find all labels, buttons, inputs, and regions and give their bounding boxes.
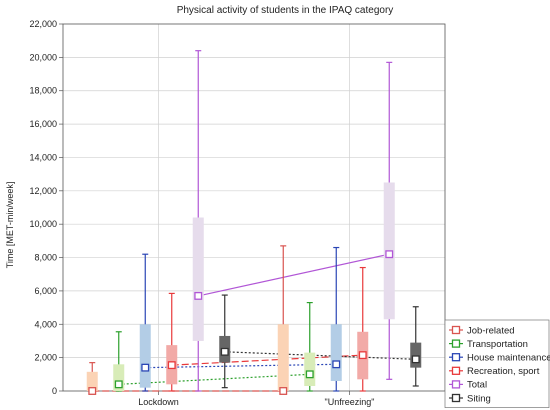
y-tick-label: 10,000	[29, 219, 57, 229]
median-marker	[411, 355, 420, 364]
y-tick-label: 12,000	[29, 186, 57, 196]
median-marker	[114, 380, 123, 389]
legend-label: Recreation, sport	[467, 366, 540, 377]
median-connector	[198, 253, 390, 297]
median-connector	[224, 351, 416, 360]
boxplot	[219, 294, 231, 389]
chart-title: Physical activity of students in the IPA…	[177, 5, 394, 16]
boxplot	[304, 301, 316, 392]
grid-lines	[63, 24, 445, 391]
y-tick-label: 2,000	[34, 353, 57, 363]
boxplot	[166, 292, 178, 392]
y-tick-labels: 0 2,000 4,000 6,000 8,000 10,000 12,000 14,000 1…	[29, 19, 63, 396]
y-tick-label: 0	[52, 386, 57, 396]
box	[86, 371, 98, 391]
legend-marker	[451, 353, 461, 362]
y-tick-label: 16,000	[29, 119, 57, 129]
boxplot	[277, 245, 289, 395]
legend-label: Total	[467, 380, 487, 391]
median-marker	[220, 347, 229, 356]
legend-label: Transportation	[467, 339, 528, 350]
box	[113, 364, 125, 391]
box	[277, 324, 289, 391]
median-connector	[171, 354, 363, 366]
median-marker	[194, 291, 203, 300]
box	[304, 352, 316, 386]
median-marker	[332, 360, 341, 369]
median-marker	[88, 387, 97, 395]
legend-label: House maintenance	[467, 353, 550, 364]
legend-label: Siting	[467, 393, 491, 404]
box	[192, 217, 204, 341]
box	[410, 342, 422, 368]
legend-marker	[451, 325, 461, 335]
legend-marker	[451, 339, 461, 348]
legend-marker	[451, 366, 461, 375]
y-tick-label: 18,000	[29, 86, 57, 96]
boxplot	[410, 306, 422, 387]
boxplots	[86, 50, 422, 395]
x-tick-label: Lockdown	[138, 397, 179, 407]
y-tick-label: 4,000	[34, 319, 57, 329]
y-tick-label: 8,000	[34, 253, 57, 263]
boxplot	[86, 362, 98, 395]
legend-marker	[451, 393, 461, 403]
y-axis-label: Time [MET-min/week]	[5, 182, 15, 269]
boxplot	[330, 246, 342, 392]
y-tick-label: 22,000	[29, 19, 57, 29]
box	[330, 324, 342, 381]
boxplot	[139, 253, 151, 392]
boxplot	[357, 266, 369, 392]
x-tick-labels: Lockdown "Unfreezing"	[138, 391, 374, 407]
x-tick-label: "Unfreezing"	[325, 397, 375, 407]
legend-marker	[451, 380, 461, 389]
boxplot	[113, 331, 125, 392]
box	[139, 324, 151, 388]
legend: Job-related Transportation House maintenan…	[444, 319, 550, 408]
median-marker	[167, 361, 176, 370]
median-marker	[141, 363, 150, 372]
median-marker	[385, 250, 394, 259]
median-marker	[358, 351, 367, 360]
y-tick-label: 6,000	[34, 286, 57, 296]
y-tick-label: 20,000	[29, 52, 57, 62]
boxplot	[192, 50, 204, 392]
boxplot	[383, 61, 395, 380]
median-marker	[305, 370, 314, 379]
legend-frame	[444, 319, 550, 408]
legend-label: Job-related	[467, 325, 515, 336]
median-marker	[279, 387, 288, 395]
y-tick-label: 14,000	[29, 152, 57, 162]
